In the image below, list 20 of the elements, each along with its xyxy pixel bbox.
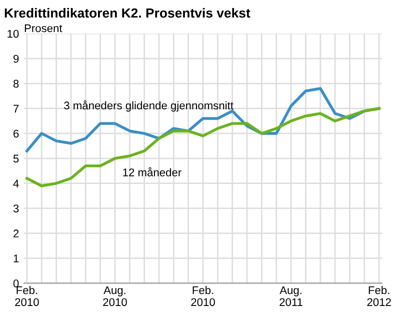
x-tick-label: Aug. 2010 <box>103 286 127 306</box>
y-tick-label: 4 <box>13 180 19 188</box>
y-tick-label: 3 <box>13 204 19 212</box>
series-label: 3 måneders glidende gjennomsnitt <box>64 100 234 112</box>
y-axis-title: Prosent <box>24 24 62 32</box>
series-label: 12 måneder <box>123 167 182 176</box>
y-tick-label: 9 <box>13 54 19 63</box>
y-tick-label: 6 <box>14 130 19 138</box>
y-tick-label: 0 <box>13 279 19 288</box>
x-tick-label: Feb. 2010 <box>15 286 39 306</box>
y-tick-label: 1 <box>14 254 19 262</box>
y-tick-label: 7 <box>14 104 19 113</box>
y-tick-label: 2 <box>14 230 19 238</box>
x-tick-label: Feb. 2010 <box>191 286 215 306</box>
x-tick-label: Aug. 2011 <box>280 286 302 306</box>
y-tick-label: 5 <box>13 154 19 163</box>
y-tick-label: 8 <box>13 80 19 88</box>
chart-title: Kredittindikatoren K2. Prosentvis vekst <box>4 8 250 18</box>
x-tick-label: Feb. 2012 <box>367 286 391 306</box>
y-tick-label: 10 <box>8 30 19 38</box>
